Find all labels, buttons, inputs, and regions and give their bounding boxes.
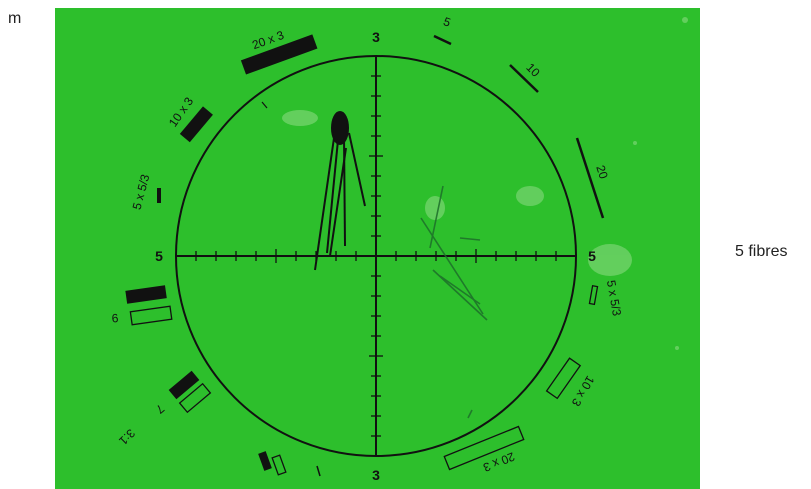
axis-label-right: 5 bbox=[588, 248, 596, 264]
mark-20 bbox=[575, 137, 605, 219]
bar-9-filled bbox=[125, 285, 167, 304]
mark-label-20: 20 bbox=[593, 163, 611, 180]
axis-label-bottom: 3 bbox=[372, 467, 380, 483]
debris-spots bbox=[282, 17, 688, 350]
bar-5x5-3 bbox=[157, 188, 161, 203]
faint-fibre-6 bbox=[467, 409, 473, 419]
axis-label-top: 3 bbox=[372, 29, 380, 45]
axis-label-left: 5 bbox=[155, 248, 163, 264]
side-caption: 5 fibres bbox=[735, 243, 788, 260]
mark-5 bbox=[433, 34, 452, 46]
corner-label: m bbox=[8, 10, 22, 27]
fibre-2 bbox=[326, 139, 339, 254]
mark-label-5: 5 bbox=[441, 14, 452, 30]
fibre-cluster bbox=[261, 101, 366, 271]
lower-right-marks bbox=[443, 285, 599, 471]
bar-3-1-filled bbox=[258, 451, 272, 471]
outline-label-5x5-3: 5 x 5/3 bbox=[604, 279, 624, 317]
faint-fibre-4 bbox=[459, 237, 481, 241]
fibre-5 bbox=[329, 147, 347, 257]
upper-right-marks bbox=[433, 34, 605, 219]
axis-ticks bbox=[195, 75, 557, 437]
reticle bbox=[175, 55, 577, 457]
bar-7-filled bbox=[168, 370, 200, 400]
bar-3-1-outline bbox=[271, 454, 287, 476]
fibre-4 bbox=[348, 132, 366, 207]
fibre-6 bbox=[261, 101, 268, 109]
outline-20x3 bbox=[443, 425, 525, 471]
lower-left-marks bbox=[125, 285, 321, 477]
bar-9-outline bbox=[129, 305, 173, 326]
fibre-1 bbox=[314, 137, 335, 271]
upper-left-marks bbox=[157, 34, 318, 203]
small-tick bbox=[316, 465, 321, 477]
graticule-image: 3 3 5 5 5 10 20 20 x 3 10 x 3 5 x 5/3 5 … bbox=[55, 8, 700, 489]
green-field bbox=[55, 8, 700, 489]
outline-5x5-3 bbox=[588, 285, 599, 306]
faint-fibres bbox=[420, 185, 488, 419]
mark-10 bbox=[509, 64, 539, 93]
bar-20x3 bbox=[240, 34, 318, 75]
bar-7-outline bbox=[178, 382, 212, 414]
bar-label-9: 9 bbox=[111, 311, 119, 326]
outline-10x3 bbox=[545, 357, 582, 400]
bar-10x3 bbox=[179, 106, 213, 143]
faint-fibre-1 bbox=[429, 185, 444, 249]
faint-fibre-5 bbox=[439, 275, 481, 305]
